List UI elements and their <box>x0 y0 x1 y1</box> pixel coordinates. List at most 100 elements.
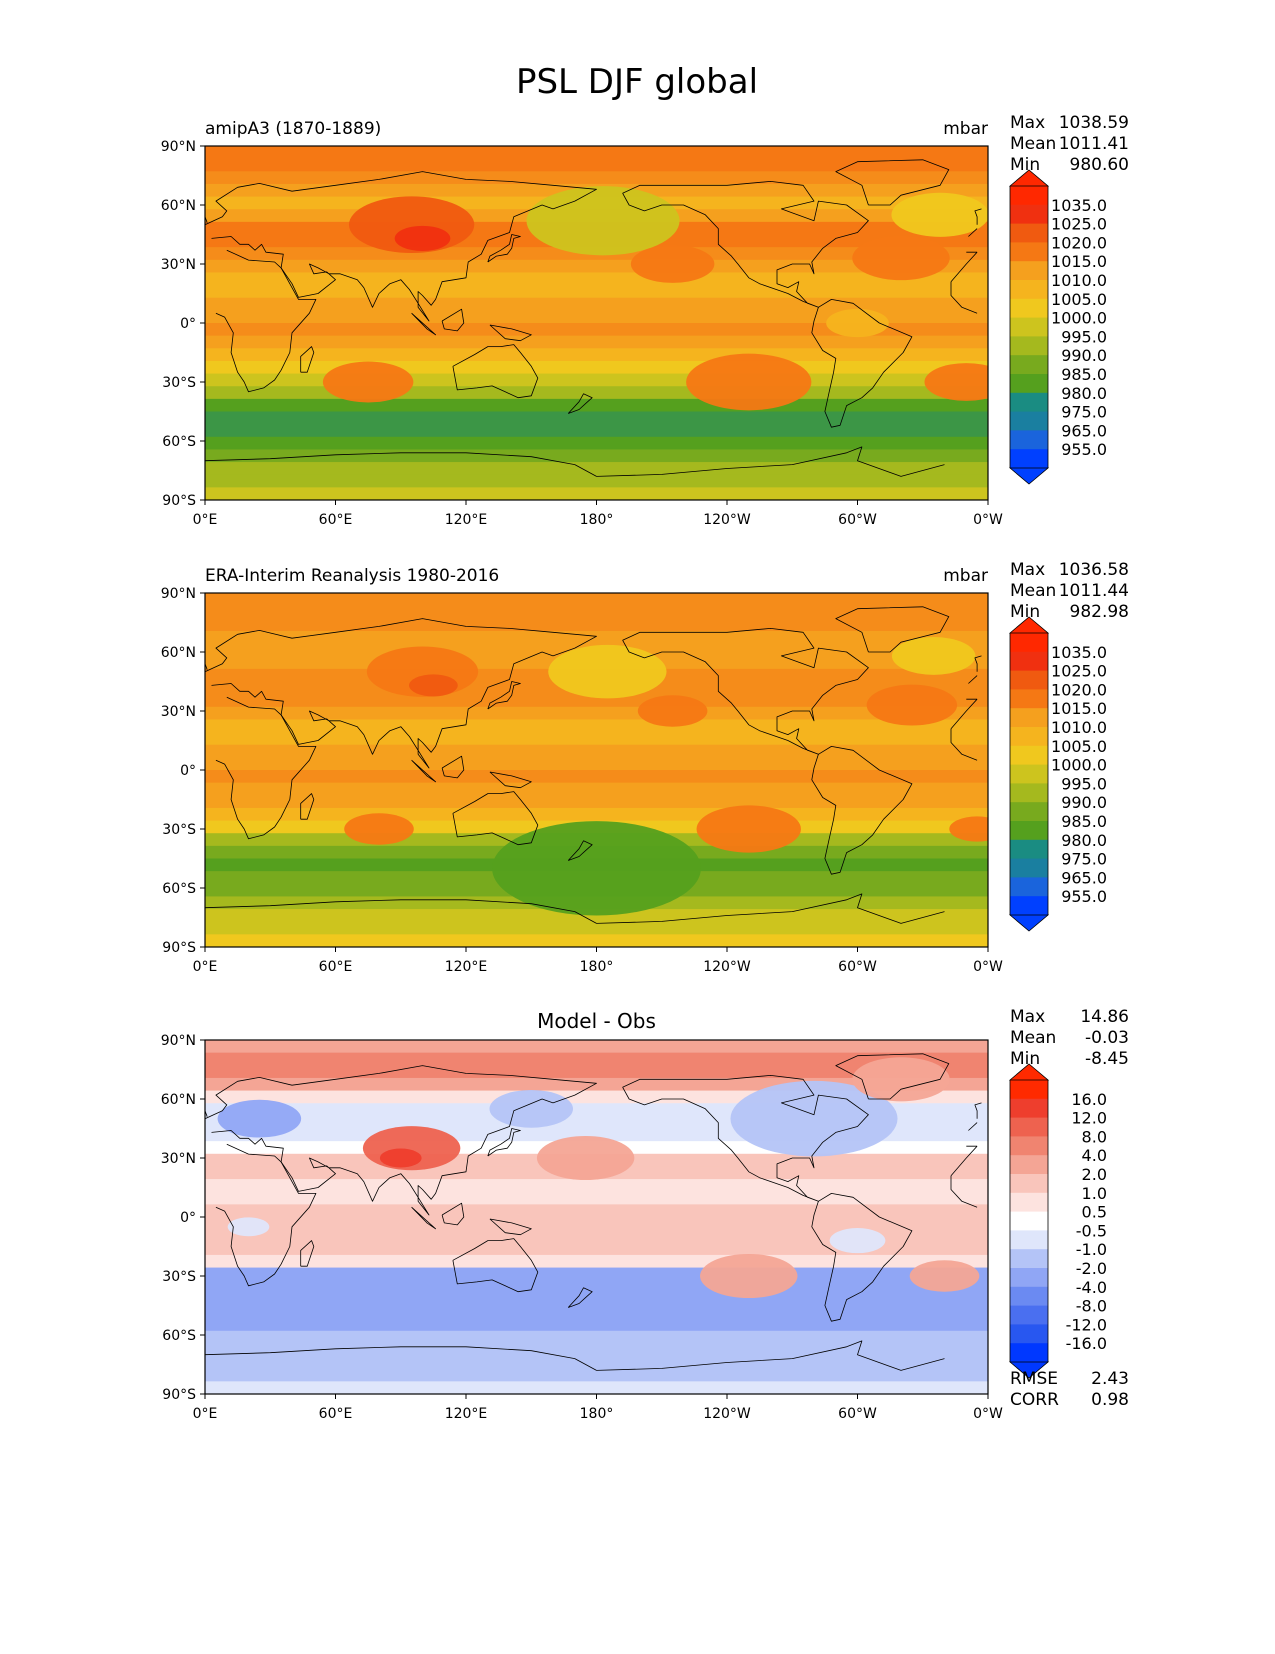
field-contour <box>526 186 680 256</box>
colorbar-segment <box>1010 1098 1048 1119</box>
zonal-band <box>205 630 988 645</box>
coastline <box>489 771 532 789</box>
zonal-band <box>205 909 988 923</box>
zonal-band <box>205 732 988 746</box>
lat-tick-label: 30°S <box>162 375 196 391</box>
colorbar-label: 985.0 <box>1061 812 1107 831</box>
colorbar-segment <box>1010 411 1048 431</box>
zonal-band <box>205 605 988 619</box>
coastline <box>300 1240 315 1267</box>
colorbar-segment <box>1010 449 1048 469</box>
stat-value: -0.03 <box>1085 1028 1129 1048</box>
coastline <box>811 299 913 428</box>
colorbar-segment <box>1010 1324 1048 1344</box>
coastline <box>567 393 593 414</box>
coastline <box>441 308 465 332</box>
zonal-band <box>205 1052 988 1066</box>
colorbar-label: 1035.0 <box>1051 196 1107 215</box>
lon-tick-label: 60°E <box>319 512 353 528</box>
stat-value: 1036.58 <box>1059 560 1129 580</box>
zonal-band <box>205 1040 988 1054</box>
colorbar-segment <box>1010 280 1048 300</box>
zonal-band <box>205 1065 988 1079</box>
colorbar-segment <box>1010 355 1048 375</box>
lon-tick-label: 120°E <box>445 512 488 528</box>
colorbar-segment <box>1010 374 1048 394</box>
zonal-band <box>205 259 988 274</box>
colorbar-label: 985.0 <box>1061 365 1107 384</box>
panel-left-title: amipA3 (1870-1889) <box>205 119 381 139</box>
stat-value: 14.86 <box>1080 1007 1129 1027</box>
zonal-band <box>205 373 988 387</box>
field-contour <box>489 1089 574 1128</box>
panel-center-title: Model - Obs <box>537 1009 656 1033</box>
lat-tick-label: 60°S <box>162 881 196 897</box>
zonal-band <box>205 1191 988 1205</box>
colorbar-label: -4.0 <box>1076 1278 1107 1297</box>
lon-tick-label: 0°E <box>193 512 218 528</box>
stat-value: 1011.41 <box>1059 134 1129 154</box>
colorbar-segment <box>1010 1117 1048 1137</box>
colorbar-segment <box>1010 1249 1048 1269</box>
colorbar-label: 955.0 <box>1061 440 1107 459</box>
lat-tick-label: 90°S <box>162 940 196 956</box>
colorbar-label: -1.0 <box>1076 1240 1107 1259</box>
colorbar-segment <box>1010 708 1048 728</box>
field-contour <box>394 225 451 252</box>
coastlines <box>205 159 982 477</box>
coastline <box>811 1193 913 1322</box>
colorbar-extend-bottom <box>1008 914 1050 932</box>
zonal-band <box>205 348 988 362</box>
coastline <box>835 1053 950 1100</box>
field-contour <box>826 308 889 338</box>
zonal-band <box>205 411 988 425</box>
coastline <box>300 793 315 820</box>
colorbar-label: -16.0 <box>1066 1334 1107 1353</box>
zonal-band <box>205 436 988 451</box>
coastline <box>411 1206 436 1230</box>
colorbar: 1035.01025.01020.01015.01010.01005.01000… <box>1008 616 1107 932</box>
coastline <box>622 181 869 308</box>
stat-label: Max <box>1010 560 1045 580</box>
colorbar-label: 1000.0 <box>1051 309 1107 328</box>
lon-tick-label: 180° <box>580 1406 614 1422</box>
metric-value: 0.98 <box>1091 1390 1129 1410</box>
colorbar-frame <box>1009 186 1049 468</box>
coastline <box>441 755 465 779</box>
lat-tick-label: 90°S <box>162 493 196 509</box>
zonal-band <box>205 1242 988 1256</box>
zonal-band <box>205 1179 988 1193</box>
lat-tick-label: 30°S <box>162 822 196 838</box>
lat-tick-label: 30°N <box>161 704 196 720</box>
zonal-band <box>205 1280 988 1294</box>
colorbar-label: 990.0 <box>1061 346 1107 365</box>
zonal-band <box>205 1204 988 1218</box>
zonal-band <box>205 1229 988 1243</box>
zonal-band <box>205 1305 988 1319</box>
stat-value: 1011.44 <box>1059 581 1129 601</box>
zonal-band <box>205 921 988 935</box>
coastline <box>411 312 436 336</box>
zonal-band <box>205 1343 988 1357</box>
colorbar-segment <box>1010 839 1048 860</box>
colorbar-label: 975.0 <box>1061 403 1107 422</box>
lat-tick-label: 60°N <box>161 1092 196 1108</box>
colorbar-label: 965.0 <box>1061 868 1107 887</box>
colorbar-label: -8.0 <box>1076 1297 1107 1316</box>
lat-tick-label: 90°S <box>162 1387 196 1403</box>
colorbar-label: 995.0 <box>1061 774 1107 793</box>
stat-label: Min <box>1010 155 1040 175</box>
field-contour <box>852 1057 950 1102</box>
coastline <box>411 759 436 783</box>
colorbar: 16.012.08.04.02.01.00.5-0.5-1.0-2.0-4.0-… <box>1008 1063 1107 1379</box>
colorbar-segment <box>1010 802 1048 822</box>
stat-label: Max <box>1010 1007 1045 1027</box>
coastline <box>205 1065 978 1216</box>
coastline <box>835 159 950 206</box>
colorbar-segment <box>1010 1230 1048 1250</box>
coastline <box>622 1075 869 1202</box>
colorbar-segment <box>1010 783 1048 803</box>
coastline <box>215 696 978 840</box>
field-contour <box>949 816 988 842</box>
